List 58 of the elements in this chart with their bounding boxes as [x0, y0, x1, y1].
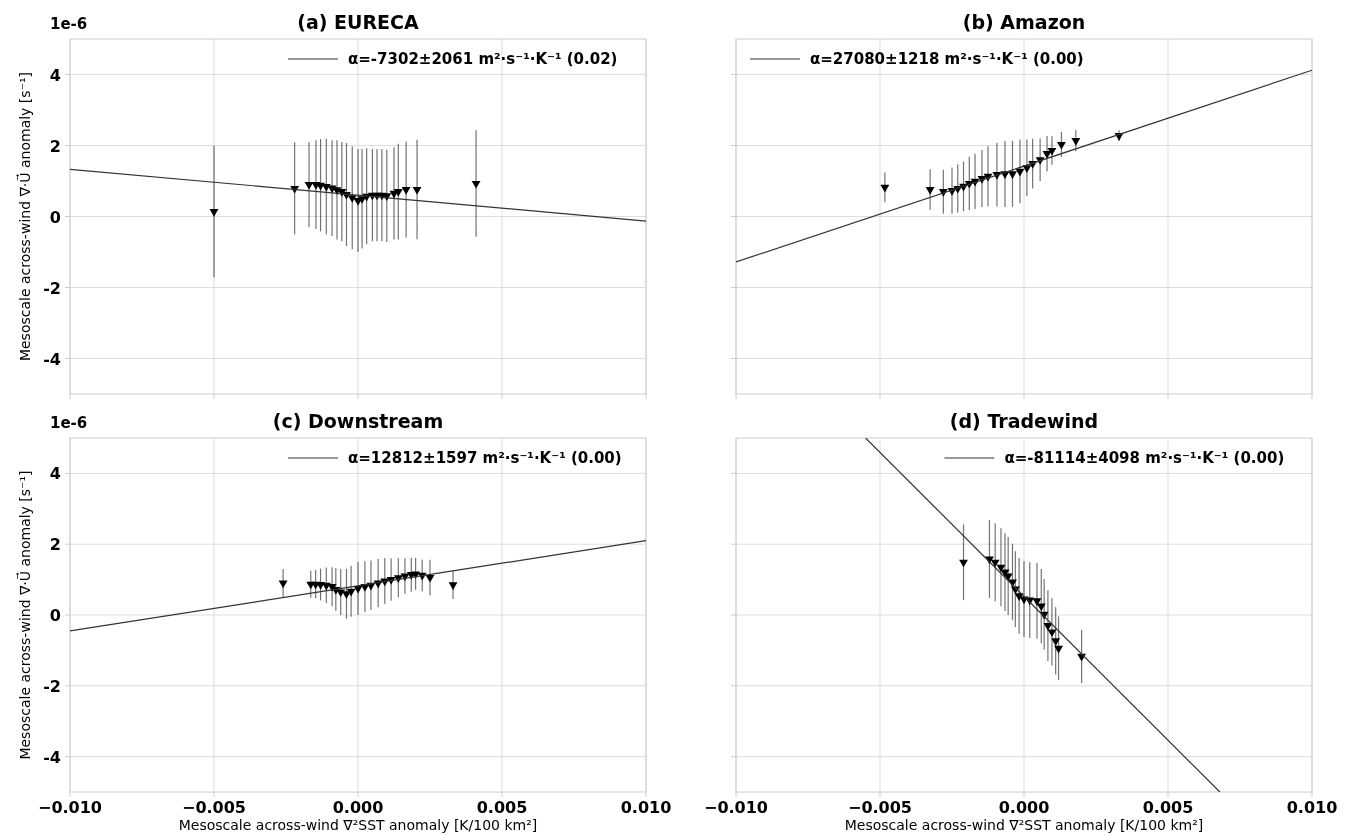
point	[1054, 645, 1063, 654]
point	[304, 181, 314, 190]
y-tick-label: 2	[49, 535, 61, 555]
chart-title: (b) Amazon	[962, 11, 1086, 33]
x-tick-label: 0.000	[998, 798, 1050, 817]
x-tick-label: 0.005	[476, 798, 528, 817]
x-tick-label: −0.005	[847, 798, 913, 817]
x-tick-label: 0.010	[1286, 798, 1338, 817]
point	[209, 208, 219, 217]
point	[393, 189, 403, 197]
point	[959, 559, 968, 568]
y-tick-label: 4	[49, 65, 61, 85]
point	[1051, 638, 1061, 646]
y-tick-label: 0	[49, 606, 61, 625]
chart-title: (d) Tradewind	[949, 410, 1099, 432]
legend-label: α=-81114±4098 m²·s⁻¹·K⁻¹ (0.00)	[1004, 449, 1285, 467]
y-tick-label: -4	[43, 747, 61, 767]
y-axis-title: Mesoscale across-wind ∇·U⃗ anomaly [s⁻¹]	[16, 470, 33, 760]
point	[412, 186, 422, 195]
x-tick-label: −0.010	[703, 798, 769, 817]
x-tick-label: −0.005	[181, 798, 247, 817]
x-tick-label: 0.005	[1142, 798, 1194, 817]
text: 1e-6	[50, 15, 88, 33]
point	[1057, 141, 1066, 150]
y-tick-label: -2	[43, 278, 61, 298]
y-tick-label: -2	[43, 676, 61, 696]
chart-title: (a) EURECA	[297, 11, 420, 33]
point	[401, 186, 411, 195]
x-tick-label: 0.000	[332, 798, 384, 817]
point	[448, 582, 458, 591]
text: 1e-6	[50, 414, 88, 432]
x-axis-title: Mesoscale across-wind ∇²SST anomaly [K/100 km²]	[844, 817, 1204, 833]
point	[990, 559, 1000, 568]
point	[1032, 598, 1042, 606]
point	[880, 184, 890, 193]
point	[1071, 137, 1081, 146]
point	[346, 588, 356, 597]
y-tick-label: 0	[49, 207, 61, 227]
legend-label: α=12812±1597 m²·s⁻¹·K⁻¹ (0.00)	[348, 449, 622, 467]
point	[425, 574, 435, 583]
legend-label: α=-7302±2061 m²·s⁻¹·K⁻¹ (0.02)	[348, 50, 618, 68]
point	[1042, 151, 1052, 159]
x-axis-title: Mesoscale across-wind ∇²SST anomaly [K/100 km²]	[178, 817, 538, 833]
point	[925, 186, 935, 195]
y-tick-label: -4	[43, 349, 61, 369]
x-tick-label: −0.010	[37, 798, 103, 817]
point	[1008, 171, 1017, 180]
point	[1043, 623, 1053, 631]
y-tick-label: 2	[49, 136, 61, 156]
point	[1047, 147, 1057, 156]
point	[471, 180, 481, 189]
legend-label: α=27080±1218 m²·s⁻¹·K⁻¹ (0.00)	[810, 50, 1084, 68]
y-tick-label: 4	[49, 464, 61, 484]
point	[1015, 168, 1025, 177]
y-axis-title: Mesoscale across-wind ∇·U⃗ anomaly [s⁻¹]	[16, 71, 33, 362]
x-tick-label: 0.010	[620, 798, 672, 817]
point	[1047, 629, 1057, 638]
chart-title: (c) Downstream	[272, 410, 444, 432]
